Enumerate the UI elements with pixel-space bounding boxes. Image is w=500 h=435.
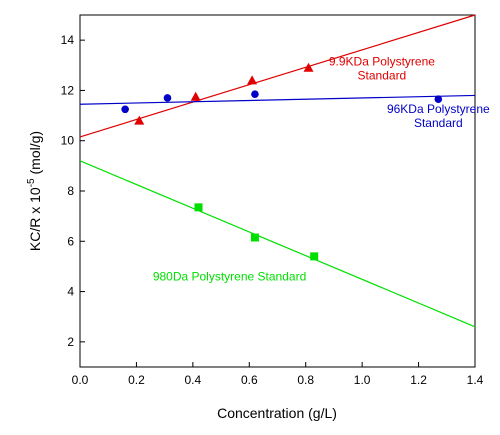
data-point-circle	[163, 94, 172, 102]
data-point-square	[250, 233, 259, 242]
x-tick-label: 0.8	[297, 373, 314, 387]
y-tick-label: 2	[67, 335, 74, 349]
x-tick-label: 0.6	[241, 373, 258, 387]
series-label-line: 9.9KDa Polystyrene	[329, 54, 435, 68]
data-point-triangle	[247, 75, 258, 85]
data-point-triangle	[190, 91, 201, 101]
y-axis-label-prefix: KC/R x 10	[27, 187, 43, 251]
y-axis-label-suffix: (mol/g)	[27, 131, 43, 178]
x-tick-label: 1.2	[410, 373, 427, 387]
x-axis: 0.0 0.2 0.4 0.6 0.8 1.0 1.2 1.4	[72, 362, 484, 387]
data-point-circle	[251, 90, 259, 98]
x-tick-label: 1.4	[467, 373, 484, 387]
fit-line-triangle	[79, 14, 476, 138]
y-axis-label: KC/R x 10-5 (mol/g)	[26, 131, 43, 251]
y-tick-label: 4	[67, 285, 74, 299]
data-points	[121, 62, 443, 261]
x-tick-label: 0.0	[72, 373, 89, 387]
data-point-square	[310, 252, 319, 261]
data-point-square	[194, 203, 203, 212]
series-label-line: Standard	[414, 116, 463, 130]
series-label-line: Standard	[358, 68, 407, 82]
data-point-triangle	[134, 115, 145, 125]
y-axis-label-exponent: -5	[26, 178, 37, 187]
y-tick-label: 14	[61, 33, 75, 47]
y-tick-label: 6	[67, 234, 74, 248]
y-tick-label: 10	[61, 134, 75, 148]
x-tick-label: 1.0	[354, 373, 371, 387]
y-tick-label: 8	[67, 184, 74, 198]
x-axis-label: Concentration (g/L)	[217, 405, 337, 421]
y-tick-label: 12	[61, 83, 75, 97]
y-axis: 2 4 6 8 10 12 14	[61, 33, 85, 349]
fit-lines	[79, 14, 476, 328]
x-tick-label: 0.4	[185, 373, 202, 387]
series-label-line: 96KDa Polystyrene	[387, 102, 490, 116]
data-point-triangle	[303, 62, 314, 72]
data-point-circle	[434, 95, 443, 104]
data-point-circle	[121, 105, 129, 114]
fit-line-circle	[79, 94, 476, 105]
x-tick-label: 0.2	[128, 373, 145, 387]
fit-line-square	[79, 160, 476, 328]
plot-area	[79, 14, 476, 368]
series-label-line: 980Da Polystyrene Standard	[153, 269, 306, 283]
